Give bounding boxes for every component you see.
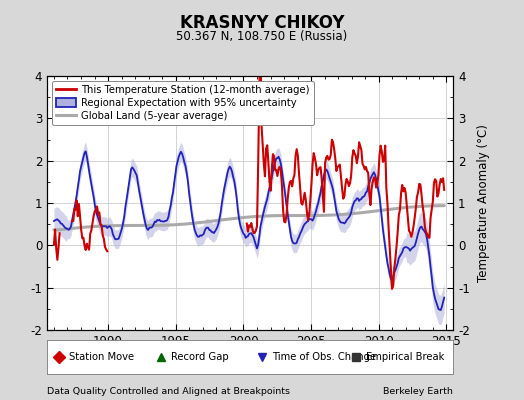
Y-axis label: Temperature Anomaly (°C): Temperature Anomaly (°C)	[477, 124, 490, 282]
Text: KRASNYY CHIKOY: KRASNYY CHIKOY	[180, 14, 344, 32]
Text: Empirical Break: Empirical Break	[366, 352, 444, 362]
Text: 50.367 N, 108.750 E (Russia): 50.367 N, 108.750 E (Russia)	[177, 30, 347, 43]
Text: Station Move: Station Move	[70, 352, 135, 362]
Text: Time of Obs. Change: Time of Obs. Change	[272, 352, 377, 362]
Text: Data Quality Controlled and Aligned at Breakpoints: Data Quality Controlled and Aligned at B…	[47, 387, 290, 396]
Text: Record Gap: Record Gap	[171, 352, 228, 362]
Text: Berkeley Earth: Berkeley Earth	[384, 387, 453, 396]
Legend: This Temperature Station (12-month average), Regional Expectation with 95% uncer: This Temperature Station (12-month avera…	[52, 81, 314, 125]
